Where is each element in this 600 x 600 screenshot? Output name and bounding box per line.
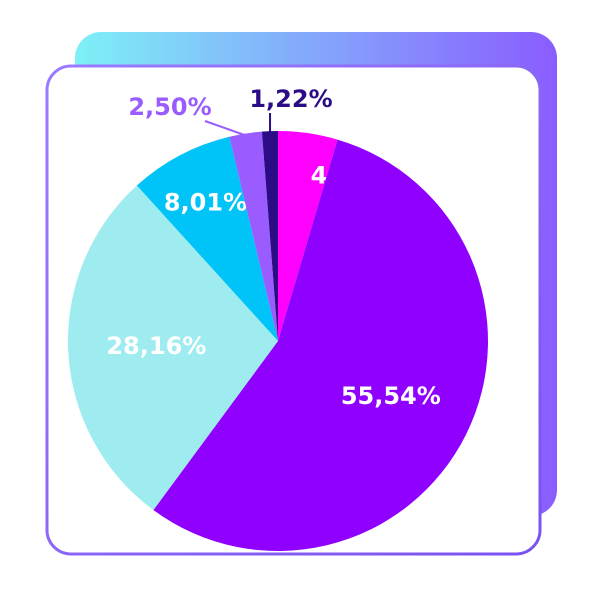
value-label: 55,54%: [341, 382, 441, 410]
pie-slice: [229, 131, 278, 341]
pie-slice: [153, 139, 488, 551]
pie: 4,57%55,54%28,16%8,01%2,50%1,22%: [67, 85, 488, 551]
value-label: 1,22%: [249, 85, 332, 113]
leader-line: [204, 120, 247, 137]
value-label: 28,16%: [106, 332, 206, 360]
pie-slice: [261, 131, 278, 341]
value-label: 8,01%: [164, 189, 247, 217]
value-label: 2,50%: [128, 93, 211, 121]
pie-slice: [278, 131, 338, 341]
pie-slice: [67, 185, 278, 511]
pie-slice: [136, 136, 278, 341]
